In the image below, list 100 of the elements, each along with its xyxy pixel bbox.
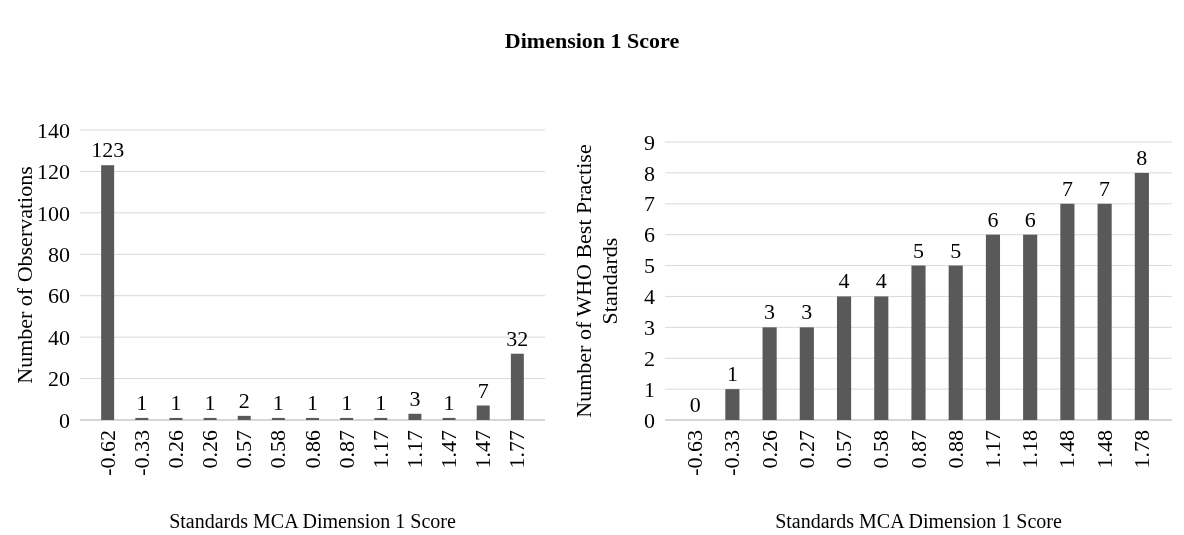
x-tick-label: 0.26 (197, 430, 223, 469)
data-label: 8 (1136, 144, 1148, 170)
data-label: 0 (689, 392, 701, 417)
bar (101, 165, 115, 420)
y-tick-label: 5 (644, 253, 655, 279)
x-tick-label: 0.57 (231, 430, 257, 469)
bar (1023, 234, 1038, 420)
x-tick-label: 1.77 (504, 430, 530, 469)
y-tick-label: 7 (644, 191, 655, 217)
data-label: 1 (272, 389, 284, 415)
y-tick-label: 60 (48, 283, 70, 309)
bar (799, 327, 814, 420)
y-axis-title: Number of WHO Best Practise Standards (571, 144, 622, 418)
data-label: 6 (987, 206, 999, 232)
bar (408, 413, 422, 420)
y-tick-label: 0 (59, 407, 70, 433)
y-tick-label: 0 (644, 407, 655, 433)
x-tick-label: 0.86 (299, 430, 325, 469)
bar (985, 234, 1001, 420)
data-label: 1 (443, 389, 455, 415)
data-label: 7 (1099, 175, 1111, 201)
x-axis-title: Standards MCA Dimension 1 Score (775, 510, 1062, 532)
x-tick-label: 1.18 (1017, 430, 1043, 469)
bar (510, 353, 524, 420)
y-tick-label: 100 (37, 200, 70, 226)
x-tick-label: 1.17 (979, 430, 1005, 469)
x-tick-label: 1.17 (401, 430, 427, 469)
bar (374, 417, 388, 420)
x-tick-label: -0.33 (128, 430, 154, 476)
data-label: 5 (950, 237, 962, 263)
bar (340, 417, 354, 420)
data-label: 1 (204, 389, 216, 415)
data-label: 1 (375, 389, 387, 415)
x-axis-title: Standards MCA Dimension 1 Score (169, 510, 456, 532)
bar (203, 417, 217, 420)
bar (948, 265, 963, 420)
x-tick-label: 0.27 (793, 430, 819, 469)
y-tick-label: 4 (644, 284, 655, 310)
y-tick-label: 40 (48, 324, 70, 350)
data-label: 7 (477, 377, 489, 403)
data-label: 2 (238, 387, 250, 413)
x-tick-label: 0.26 (162, 430, 188, 469)
x-tick-label: 1.78 (1128, 430, 1154, 469)
x-tick-label: -0.33 (719, 430, 745, 476)
bar (1134, 172, 1149, 420)
bar (1097, 203, 1112, 420)
bar (237, 415, 251, 420)
bar (762, 327, 777, 420)
x-tick-label: -0.63 (682, 430, 708, 476)
y-axis-title: Number of Observations (12, 166, 37, 384)
bar (725, 389, 740, 420)
y-tick-label: 9 (644, 129, 655, 155)
data-label: 3 (801, 299, 813, 325)
x-tick-label: 0.26 (756, 430, 782, 469)
bar (836, 296, 852, 420)
bar (874, 296, 889, 420)
text: Dimension 1 Score (504, 28, 680, 53)
data-label: 123 (91, 137, 125, 163)
bar (442, 417, 456, 420)
data-label: 1 (726, 361, 738, 387)
x-tick-label: 0.58 (265, 430, 291, 469)
x-tick-label: -0.62 (94, 430, 120, 476)
y-tick-label: 3 (644, 315, 655, 341)
y-tick-label: 2 (644, 345, 655, 371)
x-tick-label: 1.48 (1054, 430, 1080, 469)
bar (306, 417, 319, 420)
y-tick-label: 120 (37, 159, 70, 185)
y-tick-label: 1 (644, 376, 655, 402)
bar (271, 417, 285, 420)
data-label: 3 (764, 299, 776, 325)
y-tick-label: 80 (48, 241, 70, 267)
data-label: 6 (1024, 206, 1036, 232)
y-tick-label: 8 (644, 160, 655, 186)
y-tick-label: 6 (644, 222, 655, 248)
x-tick-label: 1.47 (470, 430, 496, 469)
data-label: 4 (838, 268, 850, 294)
x-tick-label: 1.47 (436, 430, 462, 469)
bar (1060, 203, 1075, 420)
data-label: 1 (136, 389, 148, 415)
bar (911, 265, 926, 420)
x-tick-label: 0.57 (831, 430, 857, 469)
data-label: 1 (170, 389, 182, 415)
data-label: 7 (1061, 175, 1073, 201)
x-tick-label: 0.87 (333, 430, 359, 469)
data-label: 4 (875, 268, 887, 294)
data-label: 1 (307, 389, 318, 415)
data-label: 1 (341, 389, 353, 415)
bar (476, 405, 490, 420)
data-label: 3 (409, 385, 421, 411)
x-tick-label: 1.48 (1091, 430, 1117, 469)
bar (169, 417, 183, 420)
data-label: 32 (506, 325, 529, 351)
bar (135, 417, 149, 420)
x-tick-label: 0.58 (868, 430, 894, 469)
data-label: 5 (913, 237, 924, 263)
y-tick-label: 20 (48, 366, 70, 392)
x-tick-label: 0.87 (905, 430, 931, 469)
x-tick-label: 1.17 (367, 430, 393, 469)
y-tick-label: 140 (37, 117, 70, 143)
x-tick-label: 0.88 (942, 430, 968, 469)
